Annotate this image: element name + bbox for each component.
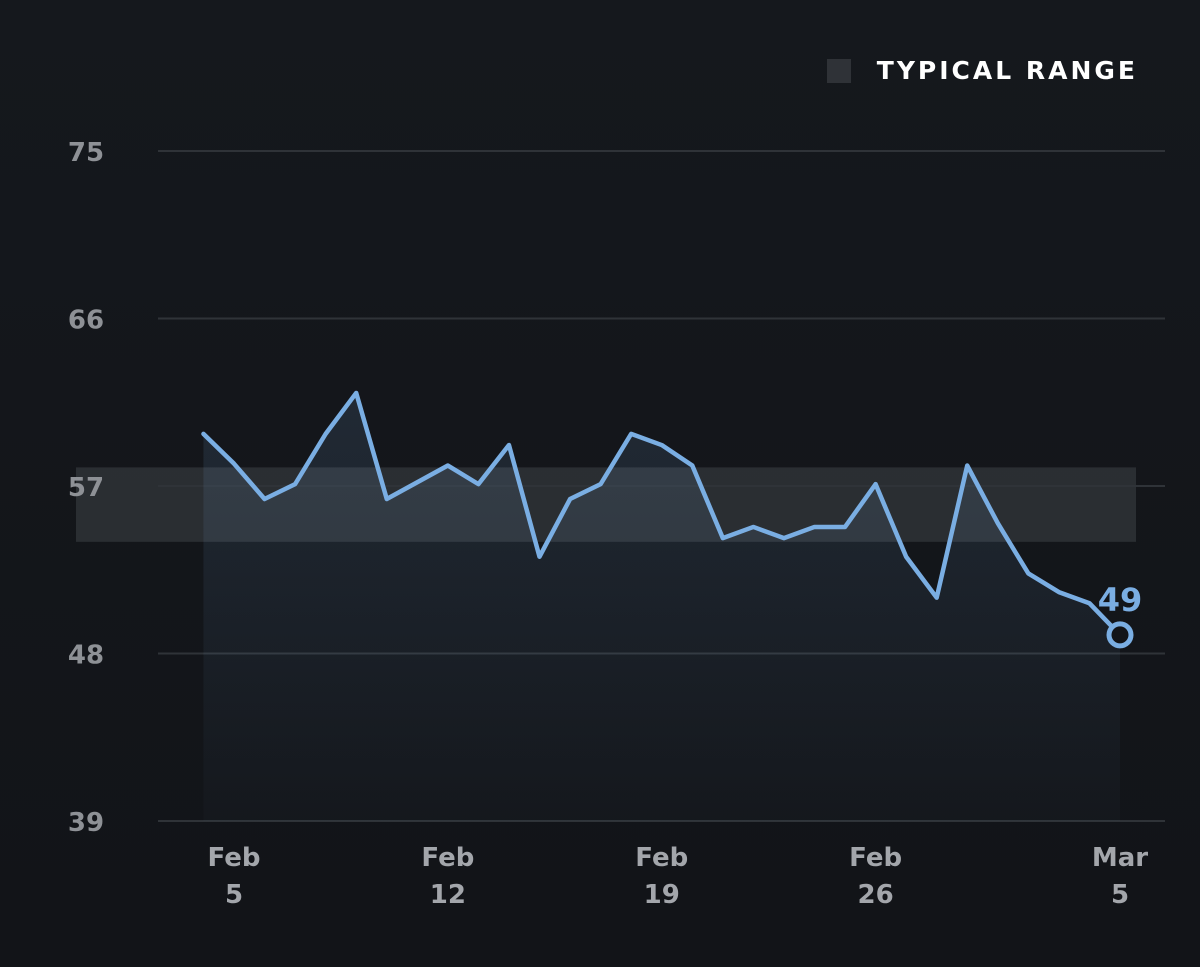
last-value-label: 49 xyxy=(1098,581,1143,619)
x-tick-label: 26 xyxy=(857,880,893,910)
series-line xyxy=(201,390,1123,638)
x-tick-label: Feb xyxy=(421,843,474,873)
y-tick-label: 75 xyxy=(68,138,104,168)
x-tick-label: Feb xyxy=(849,843,902,873)
x-tick-label: Mar xyxy=(1092,843,1148,873)
x-tick-label: 5 xyxy=(225,880,243,910)
area-fill xyxy=(203,392,1121,821)
x-tick-label: Feb xyxy=(208,843,261,873)
x-tick-label: 5 xyxy=(1111,880,1129,910)
y-tick-label: 57 xyxy=(68,473,104,503)
x-tick-label: Feb xyxy=(635,843,688,873)
legend-label: TYPICAL RANGE xyxy=(876,56,1138,85)
x-tick-label: 12 xyxy=(430,880,466,910)
y-tick-label: 66 xyxy=(68,306,104,336)
last-point-marker xyxy=(1106,621,1134,649)
y-tick-label: 39 xyxy=(68,808,104,838)
typical-range-swatch xyxy=(826,58,851,83)
legend: TYPICAL RANGE xyxy=(826,56,1138,85)
x-tick-label: 19 xyxy=(644,880,680,910)
y-tick-label: 48 xyxy=(68,641,104,671)
